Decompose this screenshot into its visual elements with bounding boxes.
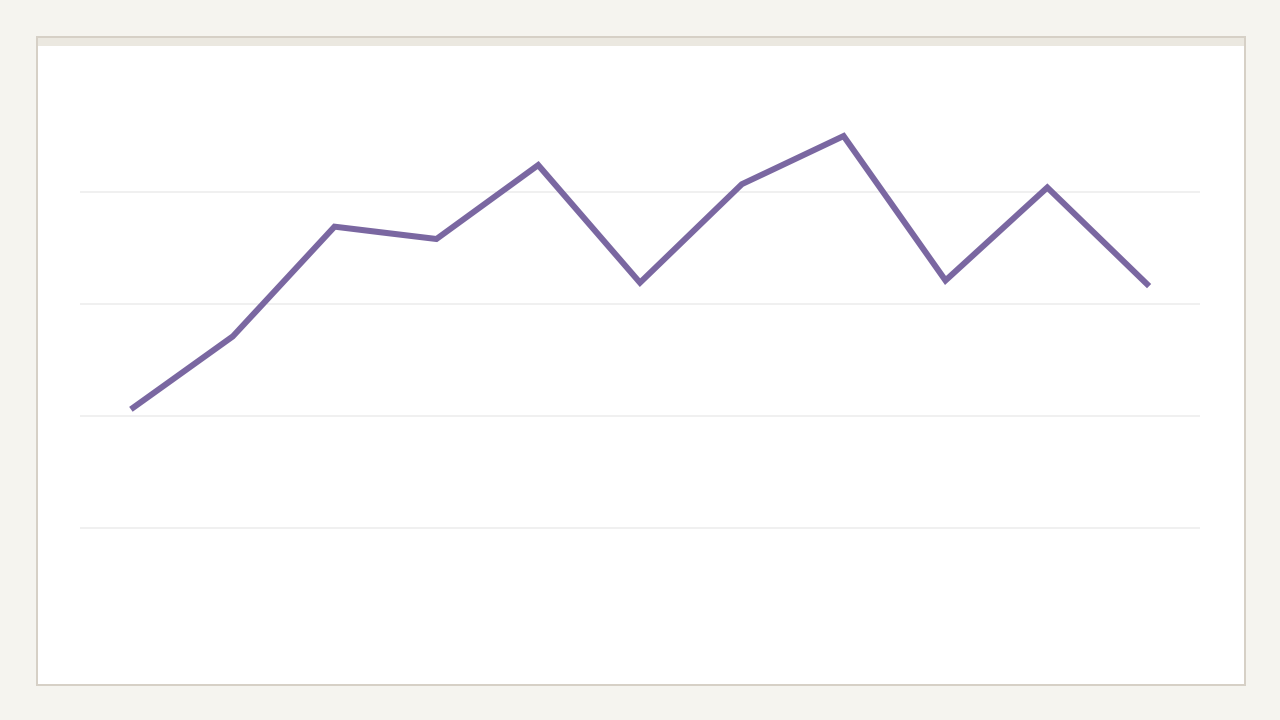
chart-card [36, 36, 1246, 686]
card-header-band [38, 38, 1244, 46]
data-line [129, 132, 1152, 412]
